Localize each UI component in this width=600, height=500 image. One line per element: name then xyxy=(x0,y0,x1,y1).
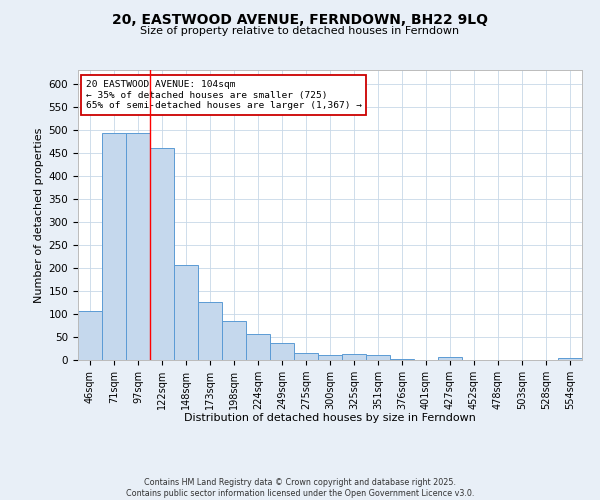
Bar xyxy=(246,334,270,360)
Bar xyxy=(366,356,390,360)
Bar xyxy=(318,356,342,360)
Bar xyxy=(174,264,198,360)
Bar xyxy=(150,148,174,360)
Bar xyxy=(390,359,414,360)
X-axis label: Distribution of detached houses by size in Ferndown: Distribution of detached houses by size … xyxy=(184,414,476,424)
Bar xyxy=(198,302,222,360)
Bar xyxy=(78,310,102,360)
Bar xyxy=(222,322,246,360)
Bar xyxy=(126,133,150,360)
Bar xyxy=(102,133,126,360)
Text: 20, EASTWOOD AVENUE, FERNDOWN, BH22 9LQ: 20, EASTWOOD AVENUE, FERNDOWN, BH22 9LQ xyxy=(112,12,488,26)
Bar xyxy=(294,353,318,360)
Bar xyxy=(558,358,582,360)
Y-axis label: Number of detached properties: Number of detached properties xyxy=(34,128,44,302)
Bar xyxy=(270,342,294,360)
Text: Size of property relative to detached houses in Ferndown: Size of property relative to detached ho… xyxy=(140,26,460,36)
Text: Contains HM Land Registry data © Crown copyright and database right 2025.
Contai: Contains HM Land Registry data © Crown c… xyxy=(126,478,474,498)
Text: 20 EASTWOOD AVENUE: 104sqm
← 35% of detached houses are smaller (725)
65% of sem: 20 EASTWOOD AVENUE: 104sqm ← 35% of deta… xyxy=(86,80,362,110)
Bar xyxy=(438,357,462,360)
Bar xyxy=(342,354,366,360)
